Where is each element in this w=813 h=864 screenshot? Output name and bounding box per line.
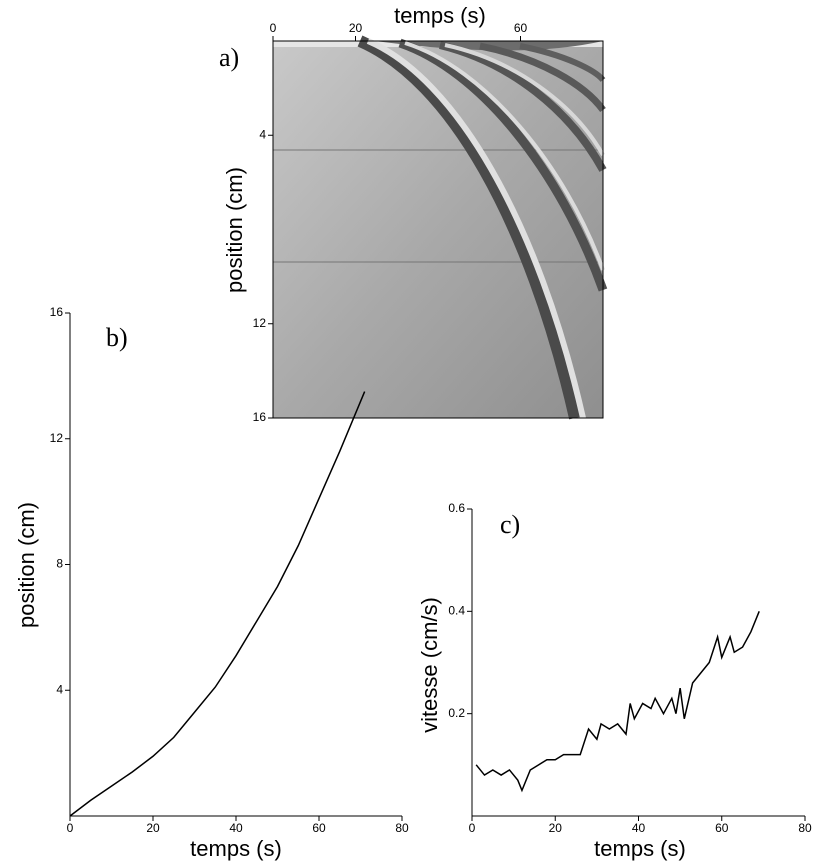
y-tick-label: 4: [259, 127, 266, 141]
x-tick-label: 0: [270, 21, 277, 35]
x-axis-title: temps (s): [190, 836, 282, 861]
y-axis-title: position (cm): [14, 502, 39, 628]
y-tick-label: 16: [253, 410, 267, 424]
panel-label: b): [106, 323, 128, 352]
x-tick-label: 80: [395, 821, 409, 835]
panel-label: c): [500, 510, 520, 539]
x-tick-label: 0: [469, 821, 476, 835]
y-tick-label: 12: [50, 431, 64, 445]
x-tick-label: 20: [349, 21, 363, 35]
x-tick-label: 20: [146, 821, 160, 835]
panel-label: a): [219, 43, 239, 72]
y-axis-title: vitesse (cm/s): [417, 597, 442, 733]
data-line: [475, 611, 760, 793]
x-tick-label: 40: [632, 821, 646, 835]
x-tick-label: 60: [312, 821, 326, 835]
y-tick-label: 4: [56, 682, 63, 696]
y-tick-label: 0.6: [448, 501, 465, 515]
x-tick-label: 40: [229, 821, 243, 835]
data-line: [69, 391, 366, 817]
kymograph-image: [272, 35, 608, 420]
x-tick-label: 60: [715, 821, 729, 835]
y-tick-label: 0.2: [448, 706, 465, 720]
x-tick-label: 60: [514, 21, 528, 35]
x-tick-label: 80: [798, 821, 812, 835]
y-axis-title: position (cm): [222, 167, 247, 293]
y-tick-label: 12: [253, 316, 267, 330]
x-axis-title: temps (s): [394, 3, 486, 28]
x-tick-label: 20: [549, 821, 563, 835]
x-axis-title: temps (s): [594, 836, 686, 861]
y-tick-label: 0.4: [448, 604, 465, 618]
y-tick-label: 8: [56, 557, 63, 571]
y-tick-label: 16: [50, 305, 64, 319]
x-tick-label: 0: [67, 821, 74, 835]
